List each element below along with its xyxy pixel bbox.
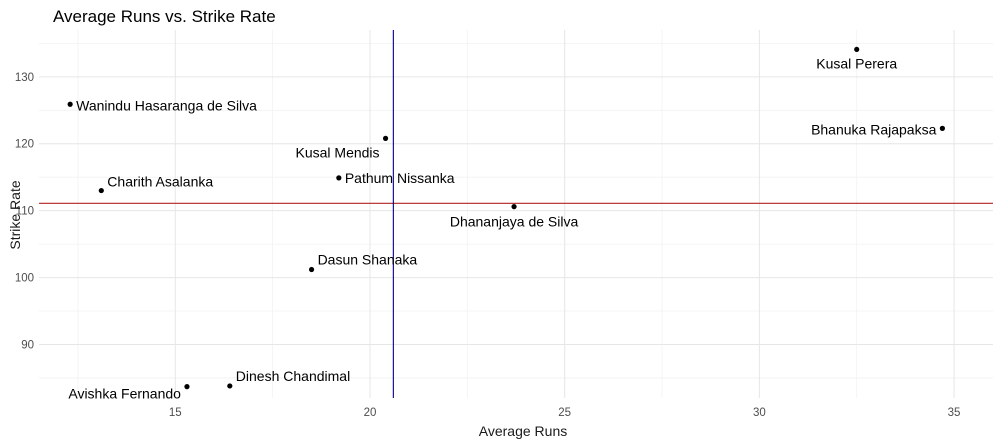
data-point	[308, 266, 315, 273]
x-tick-label: 20	[364, 407, 377, 419]
x-axis-title: Average Runs	[479, 423, 567, 439]
y-axis-title: Strike Rate	[7, 180, 23, 249]
data-label: Dhananjaya de Silva	[450, 214, 579, 230]
data-point	[98, 187, 104, 194]
data-label: Wanindu Hasaranga de Silva	[76, 97, 257, 113]
data-label: Dinesh Chandimal	[236, 368, 350, 384]
data-label: Kusal Perera	[816, 55, 897, 71]
data-point	[854, 46, 860, 53]
y-tick-label: 100	[15, 273, 34, 285]
x-axis-ticks: 15 20 25 30 35	[169, 407, 961, 419]
data-point	[382, 135, 389, 141]
data-label: Avishka Fernando	[68, 386, 181, 402]
data-point	[184, 384, 190, 390]
data-label: Pathum Nissanka	[345, 170, 455, 186]
y-tick-label: 120	[15, 139, 34, 151]
chart-title: Average Runs vs. Strike Rate	[53, 7, 276, 26]
data-point	[67, 101, 73, 107]
y-tick-label: 130	[15, 72, 34, 84]
data-point	[336, 175, 342, 181]
data-point	[511, 204, 517, 210]
x-tick-label: 35	[948, 407, 961, 419]
y-axis-ticks: 90 100 110 120 130	[15, 72, 34, 352]
y-tick-label: 110	[16, 206, 34, 218]
y-tick-label: 90	[21, 339, 34, 351]
reference-lines	[39, 30, 993, 398]
data-label: Kusal Mendis	[296, 144, 380, 160]
data-points	[67, 46, 945, 390]
x-tick-label: 25	[558, 407, 571, 419]
point-labels: Kusal Perera Wanindu Hasaranga de Silva Bh…	[68, 55, 936, 401]
data-point	[227, 383, 233, 389]
major-gridlines	[39, 30, 993, 398]
data-point	[939, 125, 945, 131]
x-tick-label: 30	[753, 407, 766, 419]
data-label: Dasun Shanaka	[318, 252, 418, 268]
data-label: Charith Asalanka	[107, 174, 213, 190]
minor-gridlines	[39, 30, 993, 398]
data-label: Bhanuka Rajapaksa	[811, 121, 937, 137]
x-tick-label: 15	[169, 407, 182, 419]
